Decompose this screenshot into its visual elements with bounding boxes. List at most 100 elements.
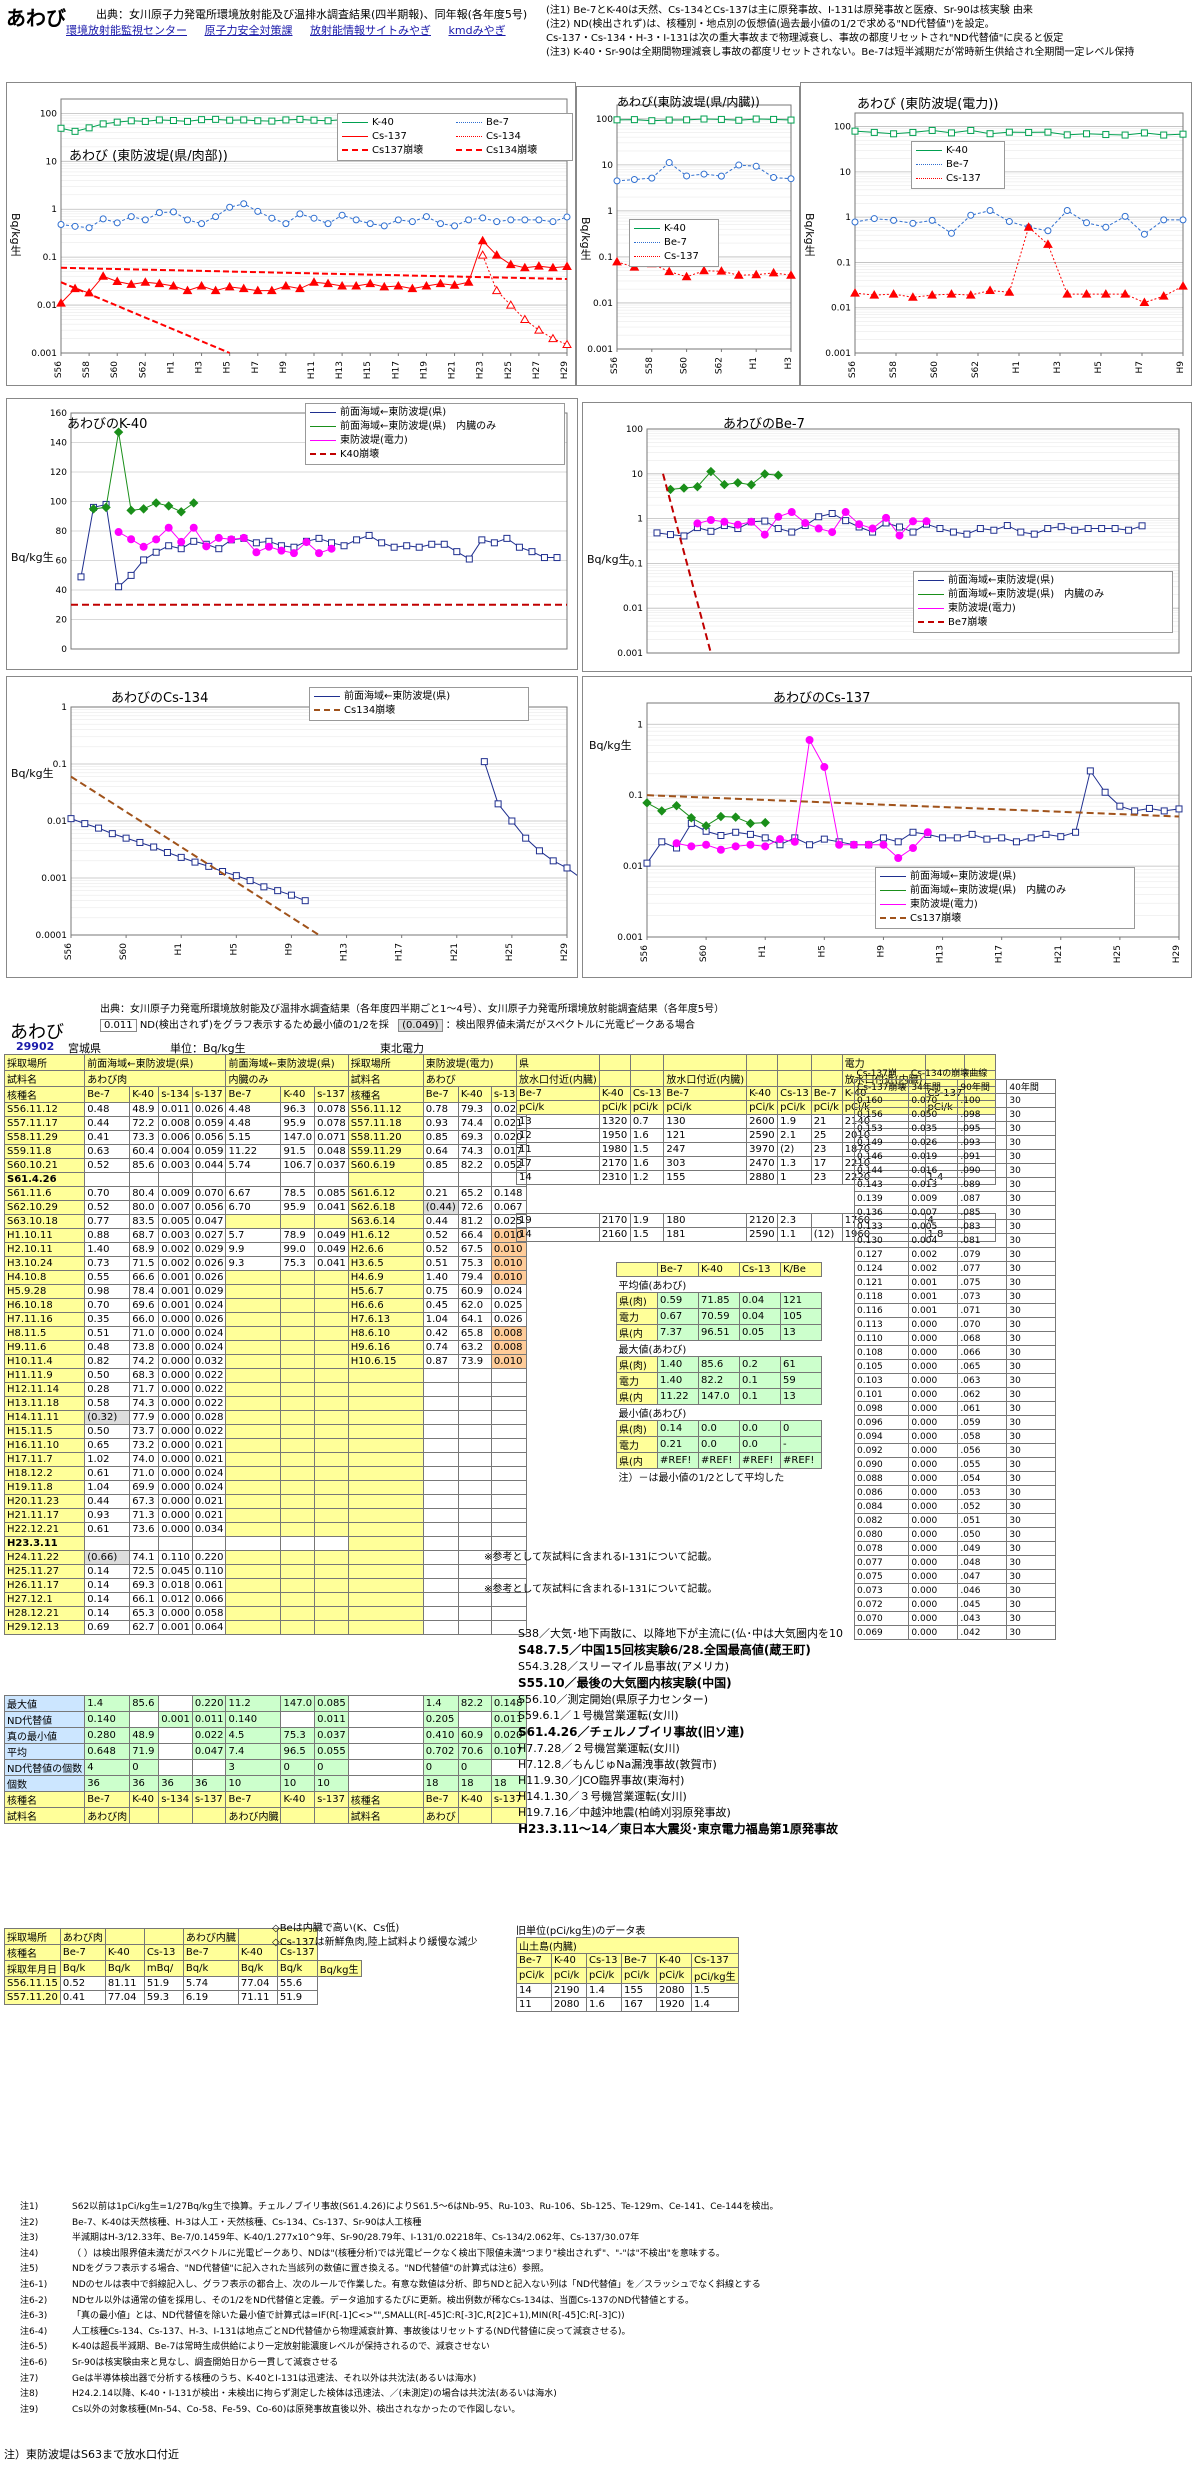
table-cell: 85.6 (698, 1356, 740, 1373)
summary-cell: 18 (490, 1775, 527, 1792)
header-cell: pCi/k (629, 1100, 665, 1115)
cs134-point (519, 314, 530, 324)
be7-point (909, 219, 917, 227)
table-cell: .083 (957, 1219, 1008, 1234)
be7-point (113, 219, 121, 227)
table-cell: 0.000 (158, 1480, 193, 1495)
link-radiation-info[interactable]: 放射能情報サイトみやぎ (310, 24, 431, 37)
header-cell (276, 1928, 318, 1945)
y-tick-label: 100 (596, 115, 613, 125)
header-cell: 山土島(内臓) (516, 1937, 739, 1954)
table-cell: H5.6.7 (347, 1284, 424, 1299)
k40-point (1083, 130, 1091, 138)
table-row: 0.073 0.000.046 30 (853, 1583, 1057, 1598)
link-safety-division[interactable]: 原子力安全対策課 (204, 24, 293, 37)
table-cell: 30 (1006, 1541, 1057, 1556)
header-cell: mBq/ (143, 1960, 184, 1977)
be7-pref-point (680, 532, 688, 540)
table-cell: .071 (957, 1303, 1008, 1318)
be7-point (408, 218, 416, 226)
table-cell: 79.4 (457, 1270, 492, 1285)
table-cell: 30 (1006, 1485, 1057, 1500)
x-tick-label: H21 (450, 943, 460, 961)
header-cell: あわび肉 (59, 1928, 106, 1945)
header-cell (629, 1070, 665, 1087)
table-row: 0.078 0.000.049 30 (853, 1541, 1057, 1556)
table-cell: .059 (957, 1415, 1008, 1430)
y-tick-label: 100 (834, 123, 851, 133)
be7-pref-point (976, 525, 984, 533)
header-row: 核種名 Be-7 K-40 Cs-13 Be-7 K-40 Cs-137 (4, 1944, 362, 1961)
link-kmd[interactable]: kmdみやぎ (448, 24, 506, 37)
table-cell: 1950 (598, 1128, 631, 1143)
header-cell: pCi/k (810, 1100, 843, 1115)
table-cell (225, 1214, 282, 1229)
x-tick-label: H15 (363, 361, 373, 379)
table-cell: 96.3 (280, 1102, 316, 1117)
footnote-item: 注6-5) K-40は超長半減期、Be-7は常時生成供給により一定放射能濃度レベル… (20, 2340, 778, 2356)
table-cell (225, 1424, 282, 1439)
event-item: H7.7.28／２号機営業運転(女川) (518, 1741, 843, 1757)
k40-pref-point (390, 543, 398, 551)
summary-cell: 個数 (3, 1775, 86, 1792)
cs137-point (224, 281, 235, 291)
summary-cell: 0.037 (314, 1727, 349, 1744)
section-title: 最小値(あわび) (618, 1409, 687, 1420)
summary-cell: 0.648 (84, 1743, 131, 1760)
table-row: 県(内 7.37 96.51 0.05 13 (616, 1324, 822, 1341)
k40-point (127, 117, 135, 125)
header-cell: 放水口付近(内臓) (663, 1070, 748, 1087)
k40-organ-point (176, 507, 186, 517)
table-cell: 0.000 (908, 1387, 959, 1402)
cs134-pref-post-point (494, 800, 502, 808)
table-cell: 0.010 (490, 1354, 527, 1369)
table-cell: 1320 (598, 1114, 631, 1129)
table-row: H29.12.13 0.69 62.7 0.001 0.064 (3, 1620, 527, 1635)
section-title: 平均値(あわび) (618, 1281, 687, 1292)
x-tick-label: S60 (930, 361, 940, 378)
table-cell: 0.85 (422, 1130, 459, 1145)
footer-cell: Be-7 (225, 1791, 282, 1808)
table-row: H14.11.11 (0.32) 77.9 0.000 0.028 (3, 1410, 527, 1425)
footnote-key: 注6-5) (20, 2342, 48, 2353)
summary-row: 最大値 1.4 85.6 0.220 11.2 147.0 0.085 1.4 82.2 0.14… (3, 1695, 527, 1712)
table-cell: 0.144 (853, 1163, 910, 1178)
table-cell (314, 1354, 349, 1369)
be7-organ-point (773, 470, 783, 480)
table-row: 0.092 0.000.056 30 (853, 1443, 1057, 1458)
table-cell: 85.6 (129, 1158, 160, 1173)
x-tick-label: S58 (889, 361, 899, 378)
link-monitoring-center[interactable]: 環境放射能監視センター (66, 24, 187, 37)
table-cell: 0.000 (158, 1340, 193, 1355)
table-row: 0.105 0.000.065 30 (853, 1359, 1057, 1374)
header-cell: K-40 (457, 1086, 492, 1103)
cs137-pref-point (1175, 805, 1183, 813)
header-cell: pCi/k (586, 1967, 622, 1984)
table-cell (280, 1312, 316, 1327)
table-cell: 0.010 (490, 1270, 527, 1285)
table-cell: 0.026 (191, 1270, 227, 1285)
summary-cell: 0.140 (225, 1711, 282, 1728)
x-tick-label: H29 (560, 361, 570, 379)
table-row: S57.11.17 0.44 72.2 0.008 0.059 4.48 95.9 0.078… (3, 1116, 527, 1131)
header-cell: 40年間 (1006, 1079, 1057, 1094)
table-cell: S57.11.18 (347, 1116, 424, 1131)
table-cell: 73.7 (129, 1424, 160, 1439)
k40-organ-point (138, 504, 149, 514)
x-tick-label: H13 (340, 943, 350, 961)
cs137-point (534, 261, 544, 270)
cs137-pref-point (1101, 788, 1109, 796)
event-text: S59.6.1／１号機営業運転(女川) (518, 1709, 679, 1722)
table-cell: 74.4 (457, 1116, 492, 1131)
table-cell: 0.87 (422, 1354, 459, 1369)
cs137-organ-point (745, 818, 756, 829)
table-cell: 0.52 (84, 1158, 131, 1173)
footnote-key: 注6-2) (20, 2295, 48, 2306)
k40-pref-point (127, 571, 135, 579)
table-cell: 11 (516, 1997, 552, 2012)
table-cell: 0.000 (158, 1438, 193, 1453)
table-cell: 30 (1006, 1583, 1057, 1598)
cs137-point (768, 267, 779, 277)
header-cell: s-137 (191, 1086, 227, 1103)
footer-cell (129, 1807, 160, 1824)
